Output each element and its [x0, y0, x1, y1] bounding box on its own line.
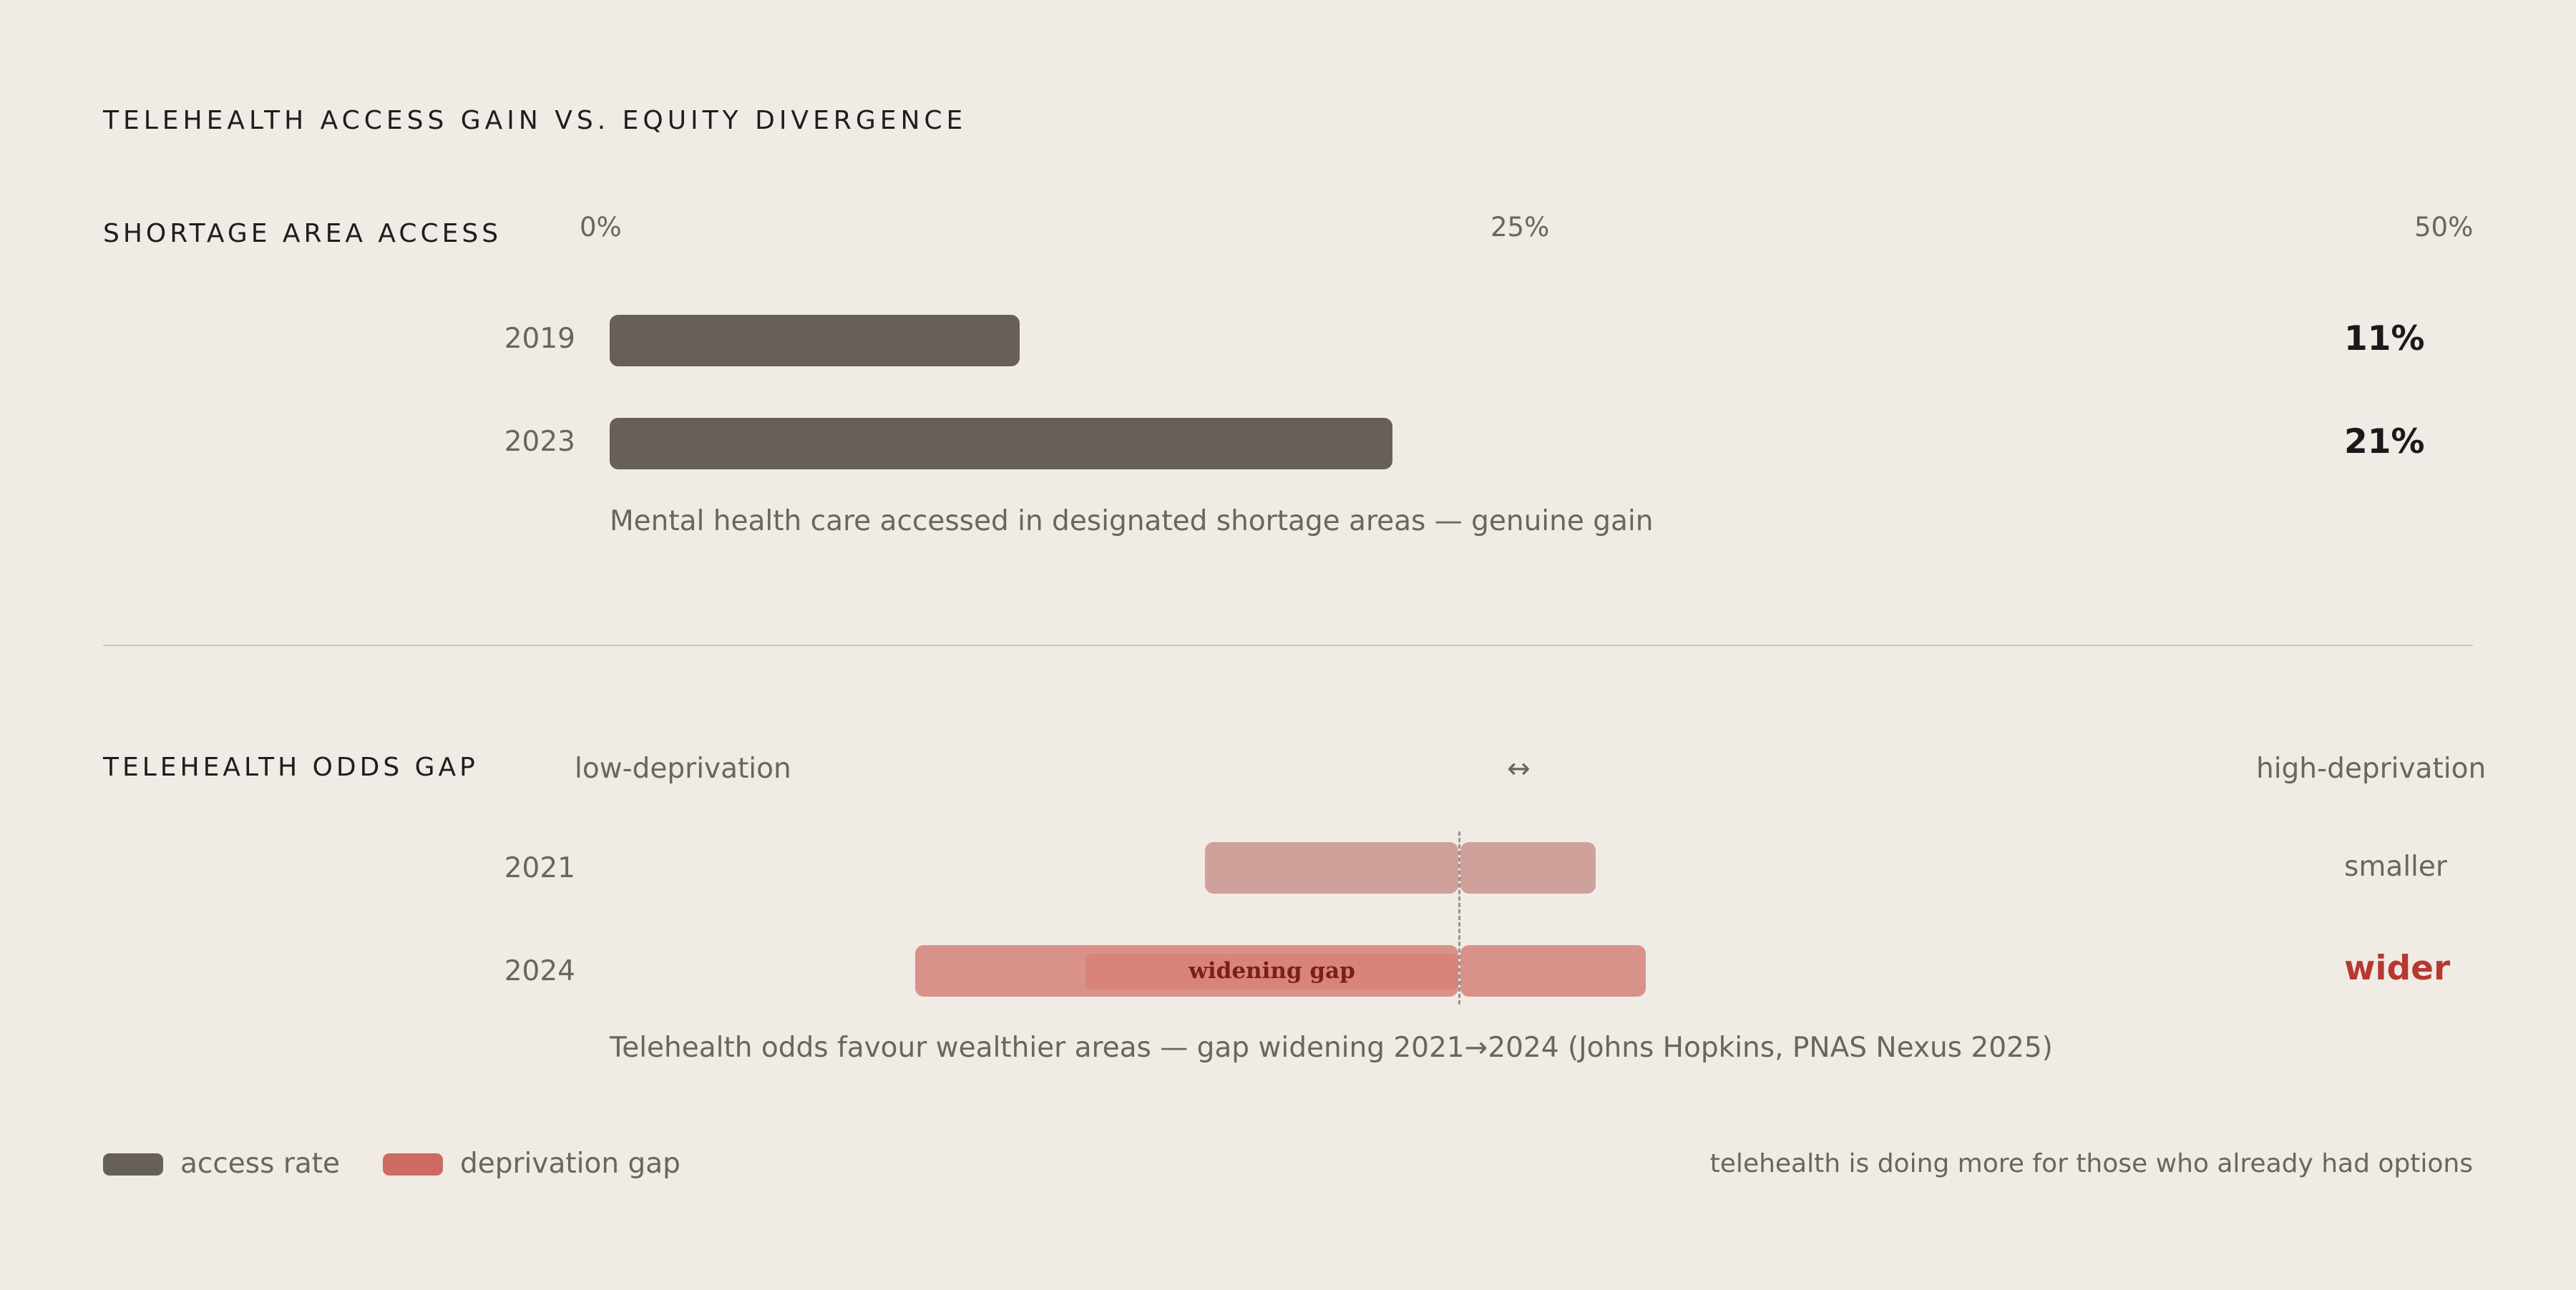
- value-label-2019: 11%: [2344, 319, 2425, 358]
- axis-tick-0: 0%: [580, 212, 622, 243]
- legend-swatch-access: [103, 1153, 163, 1176]
- page-title: TELEHEALTH ACCESS GAIN VS. EQUITY DIVERG…: [103, 106, 967, 135]
- gap-bar-2021-right: [1460, 842, 1596, 894]
- status-label-2021: smaller: [2344, 851, 2447, 883]
- access-caption: Mental health care accessed in designate…: [610, 505, 1654, 537]
- section-divider: [103, 645, 2473, 646]
- axis-tick-25: 25%: [1491, 212, 1550, 243]
- axis-high-deprivation: high-deprivation: [2256, 753, 2487, 785]
- section-title-gap: TELEHEALTH ODDS GAP: [103, 753, 479, 782]
- axis-arrow-icon: ↔: [1507, 753, 1531, 785]
- legend-label-gap: deprivation gap: [460, 1148, 680, 1180]
- access-bar-2019: [610, 315, 1020, 366]
- year-label-2021: 2021: [504, 852, 575, 884]
- center-reference-line: [1458, 831, 1460, 1005]
- gap-bar-2021-left: [1205, 842, 1458, 894]
- year-label-2019: 2019: [504, 323, 575, 355]
- gap-bar-2024-right: [1460, 945, 1646, 997]
- footnote: telehealth is doing more for those who a…: [1709, 1149, 2473, 1178]
- axis-tick-50: 50%: [2414, 212, 2474, 243]
- widening-gap-label: widening gap: [1189, 958, 1355, 984]
- access-bar-2023: [610, 418, 1392, 469]
- year-label-2024: 2024: [504, 955, 575, 987]
- section-title-access: SHORTAGE AREA ACCESS: [103, 219, 502, 248]
- year-label-2023: 2023: [504, 426, 575, 458]
- value-label-2023: 21%: [2344, 422, 2425, 461]
- legend-label-access: access rate: [180, 1148, 341, 1180]
- axis-low-deprivation: low-deprivation: [575, 753, 791, 785]
- legend-swatch-gap: [383, 1153, 443, 1176]
- status-label-2024: wider: [2344, 949, 2451, 988]
- gap-caption: Telehealth odds favour wealthier areas —…: [610, 1032, 2053, 1064]
- widening-gap-highlight: [1085, 954, 1458, 990]
